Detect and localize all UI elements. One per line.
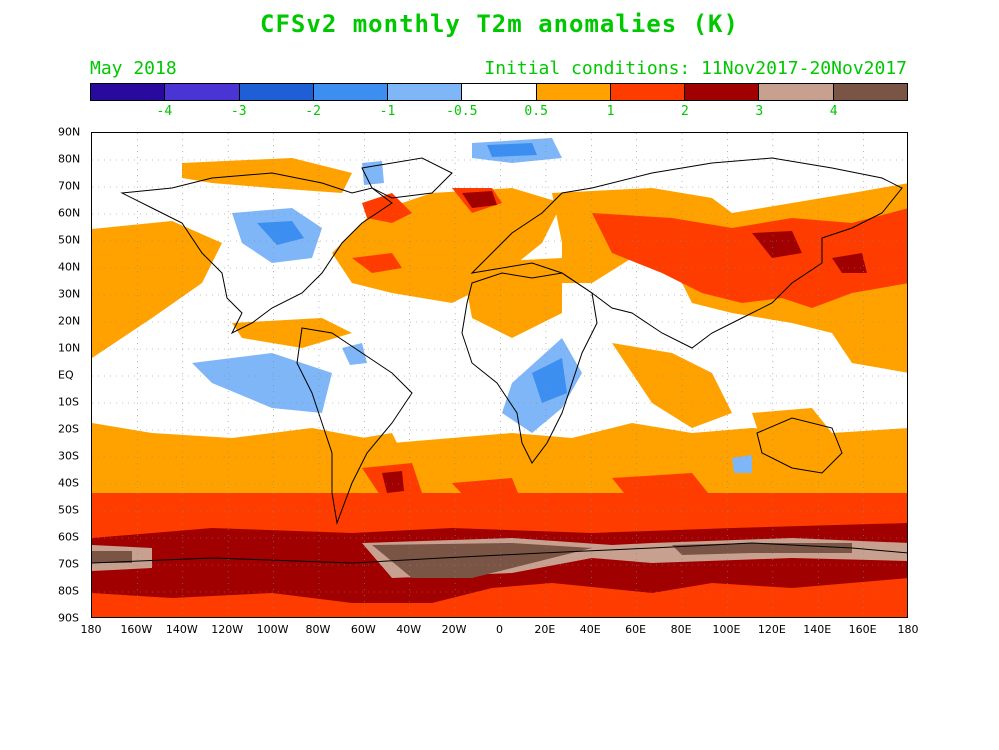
longitude-label: 140W (165, 623, 198, 636)
coastlines (92, 157, 907, 564)
legend-label: -1 (379, 104, 396, 119)
initial-conditions-label: Initial conditions: 11Nov2017-20Nov2017 (484, 58, 907, 79)
latitude-label: 10N (58, 341, 81, 355)
legend-swatch (239, 84, 314, 100)
latitude-label: EQ (58, 368, 74, 382)
longitude-label: 0 (496, 623, 503, 636)
legend-swatch (536, 84, 611, 100)
latitude-label: 70S (58, 557, 79, 571)
legend-swatch (388, 84, 463, 100)
latitude-label: 40N (58, 260, 81, 274)
latitude-label: 70N (58, 179, 81, 193)
color-legend-bar (90, 83, 908, 101)
legend-swatch (91, 84, 166, 100)
map-title: CFSv2 monthly T2m anomalies (K) (260, 10, 739, 38)
legend-swatch (685, 84, 760, 100)
lat-lon-grid (92, 133, 907, 617)
legend-label: 0.5 (524, 104, 548, 119)
longitude-label: 140E (803, 623, 832, 636)
latitude-label: 10S (58, 395, 79, 409)
latitude-label: 60S (58, 530, 79, 544)
longitude-label: 100W (256, 623, 289, 636)
legend-label: -4 (156, 104, 173, 119)
latitude-label: 80S (58, 584, 79, 598)
latitude-label: 80N (58, 152, 81, 166)
longitude-label: 80E (670, 623, 692, 636)
legend-swatch (759, 84, 834, 100)
legend-label: -2 (305, 104, 321, 119)
longitude-label: 180 (80, 623, 102, 636)
legend-label: 1 (606, 104, 615, 119)
longitude-label: 100E (712, 623, 741, 636)
latitude-label: 30S (58, 449, 79, 463)
latitude-label: 50S (58, 503, 79, 517)
latitude-label: 20N (58, 314, 81, 328)
legend-label: -0.5 (446, 104, 478, 119)
longitude-label: 20E (534, 623, 556, 636)
latitude-label: 50N (58, 233, 81, 247)
legend-swatch (610, 84, 686, 100)
legend-swatch (313, 84, 389, 100)
longitude-label: 120W (211, 623, 244, 636)
legend-label: 2 (680, 104, 689, 119)
latitude-label: 90S (58, 611, 79, 625)
cold-anomaly-layer-1 (257, 143, 567, 403)
legend-swatch (462, 84, 537, 100)
valid-month-label: May 2018 (90, 58, 177, 79)
longitude-label: 80W (305, 623, 331, 636)
anomaly-map (91, 132, 908, 618)
longitude-label: 60W (350, 623, 376, 636)
legend-label: -3 (230, 104, 247, 119)
longitude-label: 120E (757, 623, 786, 636)
latitude-label: 30N (58, 287, 81, 301)
latitude-label: 60N (58, 206, 81, 220)
legend-label: 3 (755, 104, 764, 119)
legend-swatch (833, 84, 907, 100)
latitude-label: 90N (58, 125, 81, 139)
longitude-label: 60E (625, 623, 647, 636)
anomaly-map-svg (92, 133, 907, 617)
latitude-label: 40S (58, 476, 79, 490)
latitude-label: 20S (58, 422, 79, 436)
longitude-label: 20W (441, 623, 467, 636)
longitude-label: 40E (579, 623, 601, 636)
longitude-label: 160E (848, 623, 877, 636)
longitude-label: 180 (897, 623, 919, 636)
longitude-label: 40W (396, 623, 422, 636)
legend-label: 4 (829, 104, 838, 119)
longitude-label: 160W (120, 623, 153, 636)
legend-swatch (165, 84, 240, 100)
